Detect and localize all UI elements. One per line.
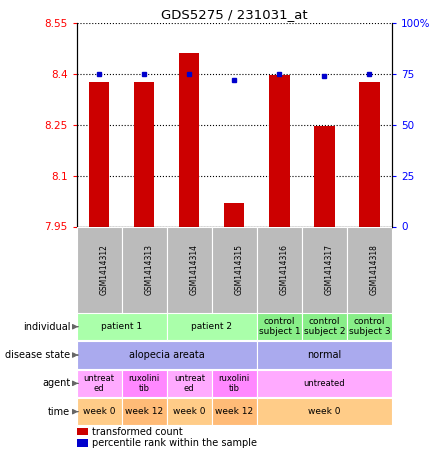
Bar — [167, 370, 212, 397]
Text: patient 2: patient 2 — [191, 322, 232, 331]
Text: untreated: untreated — [304, 379, 345, 388]
Text: week 12: week 12 — [215, 407, 254, 416]
Text: disease state: disease state — [5, 350, 71, 360]
Bar — [257, 398, 392, 425]
Text: individual: individual — [23, 322, 71, 332]
Bar — [77, 313, 167, 340]
Text: GSM1414312: GSM1414312 — [99, 244, 108, 295]
Text: percentile rank within the sample: percentile rank within the sample — [92, 439, 258, 448]
Bar — [302, 313, 347, 340]
Bar — [212, 370, 257, 397]
Bar — [122, 370, 167, 397]
Bar — [224, 203, 244, 226]
Text: untreat
ed: untreat ed — [84, 374, 115, 393]
Bar — [77, 398, 122, 425]
Text: GSM1414316: GSM1414316 — [279, 244, 288, 295]
Text: control
subject 3: control subject 3 — [349, 317, 390, 337]
Bar — [122, 226, 167, 313]
Title: GDS5275 / 231031_at: GDS5275 / 231031_at — [161, 9, 307, 21]
Text: week 0: week 0 — [173, 407, 205, 416]
Bar — [269, 75, 290, 226]
Text: patient 1: patient 1 — [101, 322, 142, 331]
Bar — [347, 226, 392, 313]
Bar — [77, 370, 122, 397]
Text: week 12: week 12 — [125, 407, 163, 416]
Bar — [167, 398, 212, 425]
Bar — [212, 226, 257, 313]
Bar — [257, 313, 302, 340]
Bar — [77, 226, 122, 313]
Bar — [257, 342, 392, 369]
Bar — [179, 53, 199, 226]
Text: GSM1414317: GSM1414317 — [325, 244, 333, 295]
Bar — [134, 82, 154, 226]
Bar — [212, 398, 257, 425]
Text: GSM1414314: GSM1414314 — [189, 244, 198, 295]
Bar — [302, 226, 347, 313]
Text: ruxolini
tib: ruxolini tib — [129, 374, 160, 393]
Bar — [347, 313, 392, 340]
Text: GSM1414313: GSM1414313 — [144, 244, 153, 295]
Bar — [167, 313, 257, 340]
Text: alopecia areata: alopecia areata — [129, 350, 205, 360]
Bar — [257, 370, 392, 397]
Bar — [314, 126, 335, 226]
Text: GSM1414318: GSM1414318 — [370, 244, 378, 295]
Text: ruxolini
tib: ruxolini tib — [219, 374, 250, 393]
Bar — [77, 439, 88, 447]
Text: week 0: week 0 — [83, 407, 116, 416]
Text: normal: normal — [307, 350, 342, 360]
Text: GSM1414315: GSM1414315 — [234, 244, 244, 295]
Bar — [89, 82, 110, 226]
Text: control
subject 2: control subject 2 — [304, 317, 345, 337]
Bar — [122, 398, 167, 425]
Text: time: time — [48, 407, 71, 417]
Text: transformed count: transformed count — [92, 427, 183, 437]
Bar — [359, 82, 380, 226]
Bar — [77, 342, 257, 369]
Text: agent: agent — [42, 378, 71, 388]
Text: control
subject 1: control subject 1 — [258, 317, 300, 337]
Bar — [77, 428, 88, 435]
Bar — [257, 226, 302, 313]
Bar — [167, 226, 212, 313]
Text: untreat
ed: untreat ed — [174, 374, 205, 393]
Text: week 0: week 0 — [308, 407, 341, 416]
